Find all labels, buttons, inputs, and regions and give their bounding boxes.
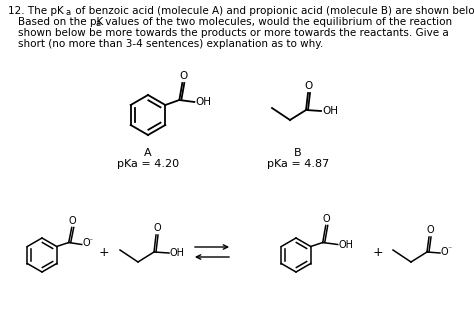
Text: 12. The pK: 12. The pK	[8, 6, 64, 16]
Text: OH: OH	[322, 106, 338, 116]
Text: of benzoic acid (molecule A) and propionic acid (molecule B) are shown below.: of benzoic acid (molecule A) and propion…	[72, 6, 474, 16]
Text: OH: OH	[195, 97, 211, 107]
Text: O: O	[179, 71, 187, 81]
Text: ⁻: ⁻	[89, 236, 93, 245]
Text: +: +	[373, 247, 383, 260]
Text: O: O	[83, 239, 91, 249]
Text: values of the two molecules, would the equilibrium of the reaction: values of the two molecules, would the e…	[102, 17, 452, 27]
Text: OH: OH	[339, 240, 354, 250]
Text: pKa = 4.20: pKa = 4.20	[117, 159, 179, 169]
Text: B: B	[294, 148, 302, 158]
Text: O: O	[305, 81, 313, 91]
Text: +: +	[99, 247, 109, 260]
Text: O: O	[69, 215, 76, 225]
Text: OH: OH	[170, 248, 185, 258]
Text: short (no more than 3-4 sentences) explanation as to why.: short (no more than 3-4 sentences) expla…	[18, 39, 323, 49]
Text: O: O	[426, 225, 434, 235]
Text: Based on the pK: Based on the pK	[18, 17, 103, 27]
Text: O: O	[323, 213, 330, 223]
Text: O: O	[441, 247, 448, 257]
Text: shown below be more towards the products or more towards the reactants. Give a: shown below be more towards the products…	[18, 28, 449, 38]
Text: O: O	[153, 223, 161, 233]
Text: ⁻: ⁻	[447, 244, 451, 253]
Text: a: a	[96, 19, 101, 28]
Text: a: a	[66, 8, 71, 17]
Text: A: A	[144, 148, 152, 158]
Text: pKa = 4.87: pKa = 4.87	[267, 159, 329, 169]
